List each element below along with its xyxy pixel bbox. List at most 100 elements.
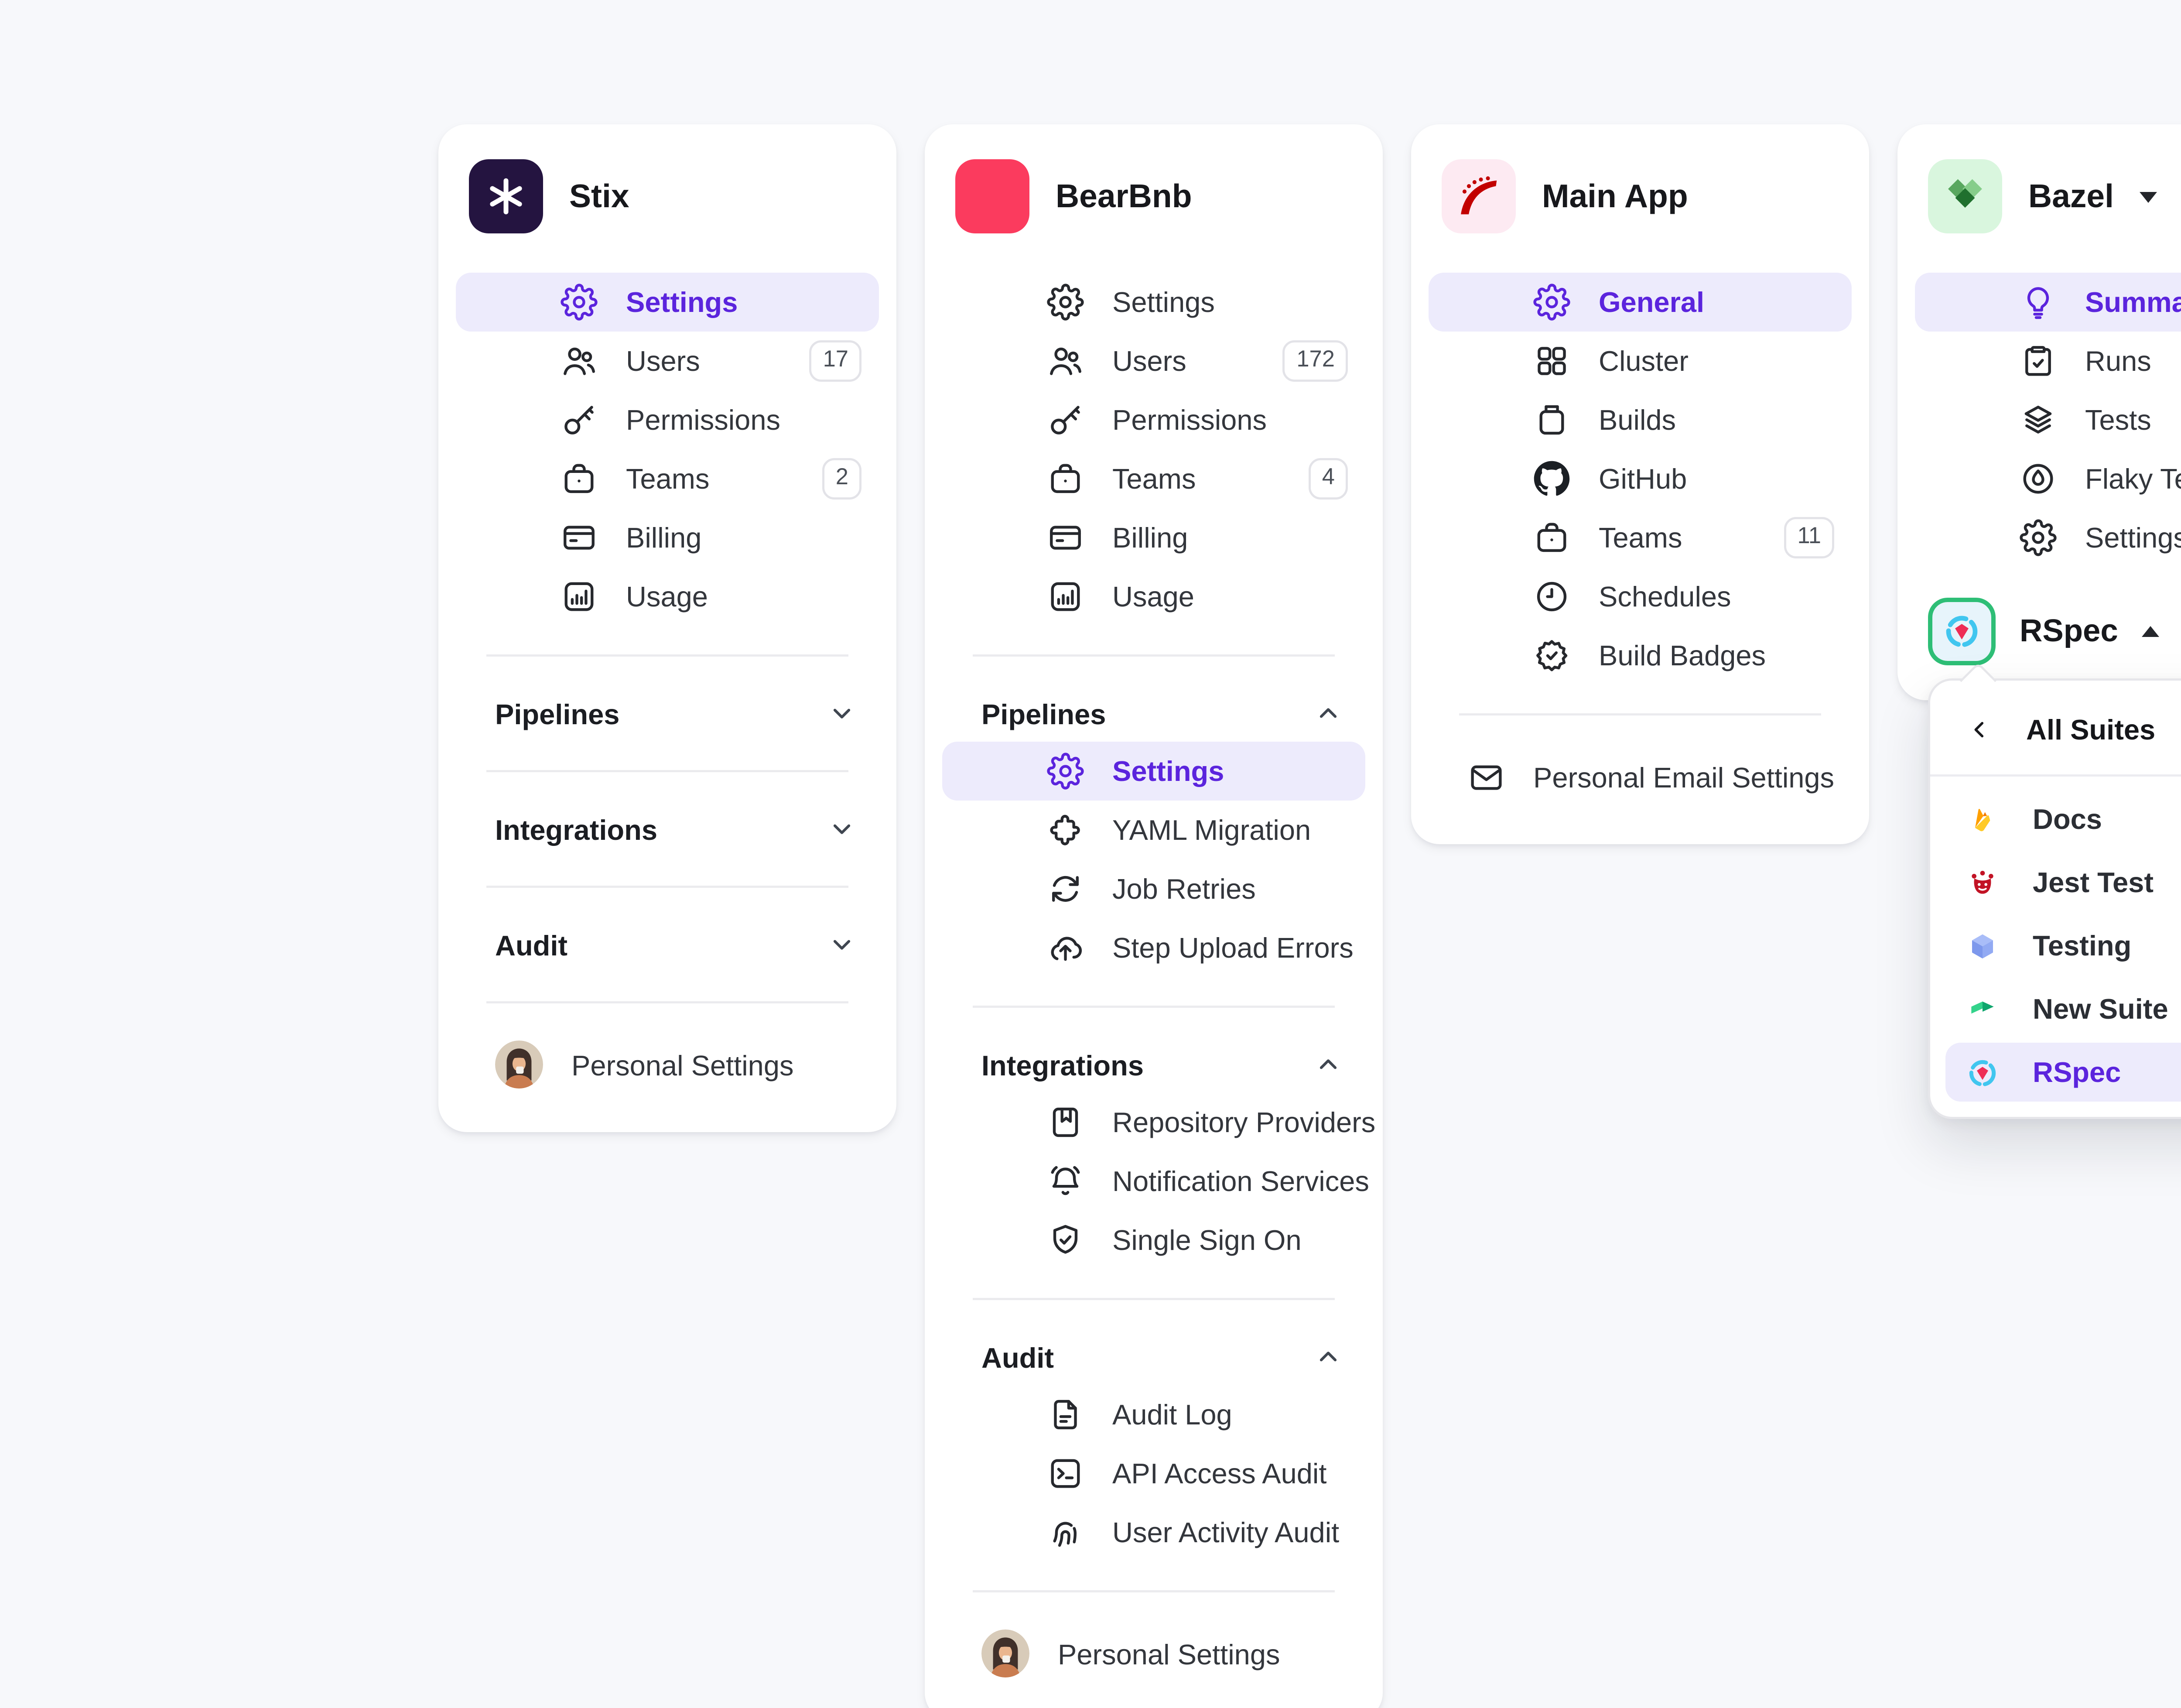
section-header-pipelines[interactable]: Pipelines bbox=[456, 685, 879, 742]
main-app-header: Main App bbox=[1442, 159, 1839, 233]
section-header-audit[interactable]: Audit bbox=[942, 1328, 1365, 1385]
nav-item-cluster[interactable]: Cluster bbox=[1429, 332, 1852, 390]
section-header-pipelines[interactable]: Pipelines bbox=[942, 685, 1365, 742]
nav-item-notification-services[interactable]: Notification Services bbox=[942, 1152, 1369, 1211]
nav-item-label: Settings bbox=[626, 286, 738, 318]
jest-icon bbox=[1965, 865, 2000, 900]
puzzle-icon bbox=[1047, 811, 1084, 849]
gear-icon bbox=[1047, 284, 1084, 321]
nav-item-label: Teams bbox=[1599, 521, 1682, 554]
footer-label: Personal Settings bbox=[571, 1048, 794, 1081]
nav-item-billing[interactable]: Billing bbox=[456, 508, 879, 567]
dropdown-back-label: All Suites bbox=[2026, 712, 2156, 745]
nav-item-teams[interactable]: Teams 11 bbox=[1429, 508, 1852, 567]
nav-item-label: Notification Services bbox=[1112, 1165, 1369, 1198]
nav-item-users[interactable]: Users 172 bbox=[942, 332, 1365, 390]
nav-item-settings[interactable]: Settings bbox=[942, 273, 1365, 332]
panel-title: Stix bbox=[569, 178, 629, 215]
section-header-audit[interactable]: Audit bbox=[456, 916, 879, 973]
nav-item-label: Usage bbox=[1112, 580, 1194, 613]
suite-option-rspec[interactable]: RSpec bbox=[1945, 1043, 2181, 1102]
gear-icon bbox=[1533, 284, 1570, 321]
nav-item-users[interactable]: Users 17 bbox=[456, 332, 879, 390]
nav-item-job-retries[interactable]: Job Retries bbox=[942, 859, 1365, 918]
nav-item-step-upload-errors[interactable]: Step Upload Errors bbox=[942, 918, 1365, 977]
footer-personal-email-settings[interactable]: Personal Email Settings bbox=[1429, 744, 1852, 809]
github-icon bbox=[1533, 460, 1570, 497]
shield-check-icon bbox=[1047, 1222, 1084, 1259]
briefcase-icon bbox=[1533, 519, 1570, 556]
nav-item-label: Settings bbox=[1112, 286, 1215, 318]
suite-option-label: Docs bbox=[2033, 803, 2102, 835]
rspec-icon bbox=[1941, 611, 1983, 652]
nav-item-teams[interactable]: Teams 4 bbox=[942, 449, 1365, 508]
nav-item-usage[interactable]: Usage bbox=[456, 567, 879, 626]
divider bbox=[973, 1006, 1335, 1008]
footer-personal-settings[interactable]: Personal Settings bbox=[456, 1032, 879, 1097]
nav-item-label: Runs bbox=[2085, 345, 2151, 377]
nav-item-user-activity-audit[interactable]: User Activity Audit bbox=[942, 1503, 1365, 1562]
nav-item-build-badges[interactable]: Build Badges bbox=[1429, 626, 1852, 685]
suite-option-docs[interactable]: Docs bbox=[1945, 790, 2181, 849]
usage-chart-icon bbox=[561, 578, 598, 615]
briefcase-icon bbox=[561, 460, 598, 497]
nav-item-tests[interactable]: Tests bbox=[1915, 390, 2181, 449]
nav-item-summary[interactable]: Summary bbox=[1915, 273, 2181, 332]
users-icon bbox=[1047, 342, 1084, 380]
section-header-label: Pipelines bbox=[981, 697, 1106, 730]
section-header-integrations[interactable]: Integrations bbox=[456, 801, 879, 857]
divider bbox=[486, 1001, 848, 1003]
nav-item-general[interactable]: General bbox=[1429, 273, 1852, 332]
panel-stix: Stix Settings Users 17 Permissions Teams 2 Bill… bbox=[438, 124, 896, 1132]
chevron-down-icon bbox=[827, 929, 857, 960]
chevron-up-icon bbox=[1313, 698, 1343, 729]
nav-item-audit-log[interactable]: Audit Log bbox=[942, 1385, 1365, 1444]
panel-bearbnb: BearBnb Settings Users 172 Permissions Teams 4… bbox=[925, 124, 1383, 1708]
gear-icon bbox=[561, 284, 598, 321]
nav-item-permissions[interactable]: Permissions bbox=[456, 390, 879, 449]
stix-logo bbox=[469, 159, 543, 233]
rspec-icon bbox=[1965, 1055, 2000, 1090]
nav-item-builds[interactable]: Builds bbox=[1429, 390, 1852, 449]
user-avatar bbox=[495, 1041, 543, 1088]
nav-item-settings[interactable]: Settings bbox=[456, 273, 879, 332]
nav-item-yaml-migration[interactable]: YAML Migration bbox=[942, 801, 1365, 859]
chevron-up-icon bbox=[1313, 1342, 1343, 1372]
nav-item-github[interactable]: GitHub bbox=[1429, 449, 1852, 508]
refresh-icon bbox=[1047, 870, 1084, 907]
flame-icon bbox=[2020, 460, 2057, 497]
bazel-header[interactable]: Bazel bbox=[1928, 159, 2181, 233]
section-header-label: Audit bbox=[981, 1340, 1054, 1373]
nav-item-settings[interactable]: Settings bbox=[1915, 508, 2181, 567]
nav-item-repository-providers[interactable]: Repository Providers bbox=[942, 1093, 1375, 1152]
cloud-upload-icon bbox=[1047, 929, 1084, 966]
nav-item-label: Builds bbox=[1599, 404, 1676, 436]
nav-item-api-access-audit[interactable]: API Access Audit bbox=[942, 1444, 1365, 1503]
fingerprint-icon bbox=[1047, 1514, 1084, 1551]
suite-option-new-suite[interactable]: New Suite bbox=[1945, 979, 2181, 1038]
nav-item-teams[interactable]: Teams 2 bbox=[456, 449, 879, 508]
suite-switcher-rspec[interactable]: RSpec bbox=[1928, 598, 2181, 665]
suite-option-jest-test[interactable]: Jest Test bbox=[1945, 853, 2181, 912]
section-header-integrations[interactable]: Integrations bbox=[942, 1036, 1365, 1093]
briefcase-icon bbox=[1047, 460, 1084, 497]
nav-item-single-sign-on[interactable]: Single Sign On bbox=[942, 1211, 1365, 1270]
nav-item-usage[interactable]: Usage bbox=[942, 567, 1365, 626]
suite-option-testing[interactable]: Testing bbox=[1945, 916, 2181, 975]
nav-item-permissions[interactable]: Permissions bbox=[942, 390, 1365, 449]
nav-item-runs[interactable]: Runs1,082 bbox=[1915, 332, 2181, 390]
panel-title: Main App bbox=[1542, 178, 1688, 215]
key-icon bbox=[1047, 401, 1084, 438]
suite-option-label: Jest Test bbox=[2033, 866, 2154, 899]
nav-item-billing[interactable]: Billing bbox=[942, 508, 1365, 567]
divider bbox=[486, 654, 848, 657]
footer-personal-settings[interactable]: Personal Settings bbox=[942, 1621, 1365, 1686]
nav-item-flaky-tests[interactable]: Flaky Tests bbox=[1915, 449, 2181, 508]
divider bbox=[486, 886, 848, 888]
nav-item-settings[interactable]: Settings bbox=[942, 742, 1365, 801]
dropdown-notch bbox=[1959, 662, 1997, 699]
caret-up-icon bbox=[2142, 626, 2160, 637]
nav-item-label: Teams bbox=[626, 462, 710, 495]
dropdown-back-all-suites[interactable]: All Suites bbox=[1945, 696, 2181, 761]
nav-item-schedules[interactable]: Schedules bbox=[1429, 567, 1852, 626]
